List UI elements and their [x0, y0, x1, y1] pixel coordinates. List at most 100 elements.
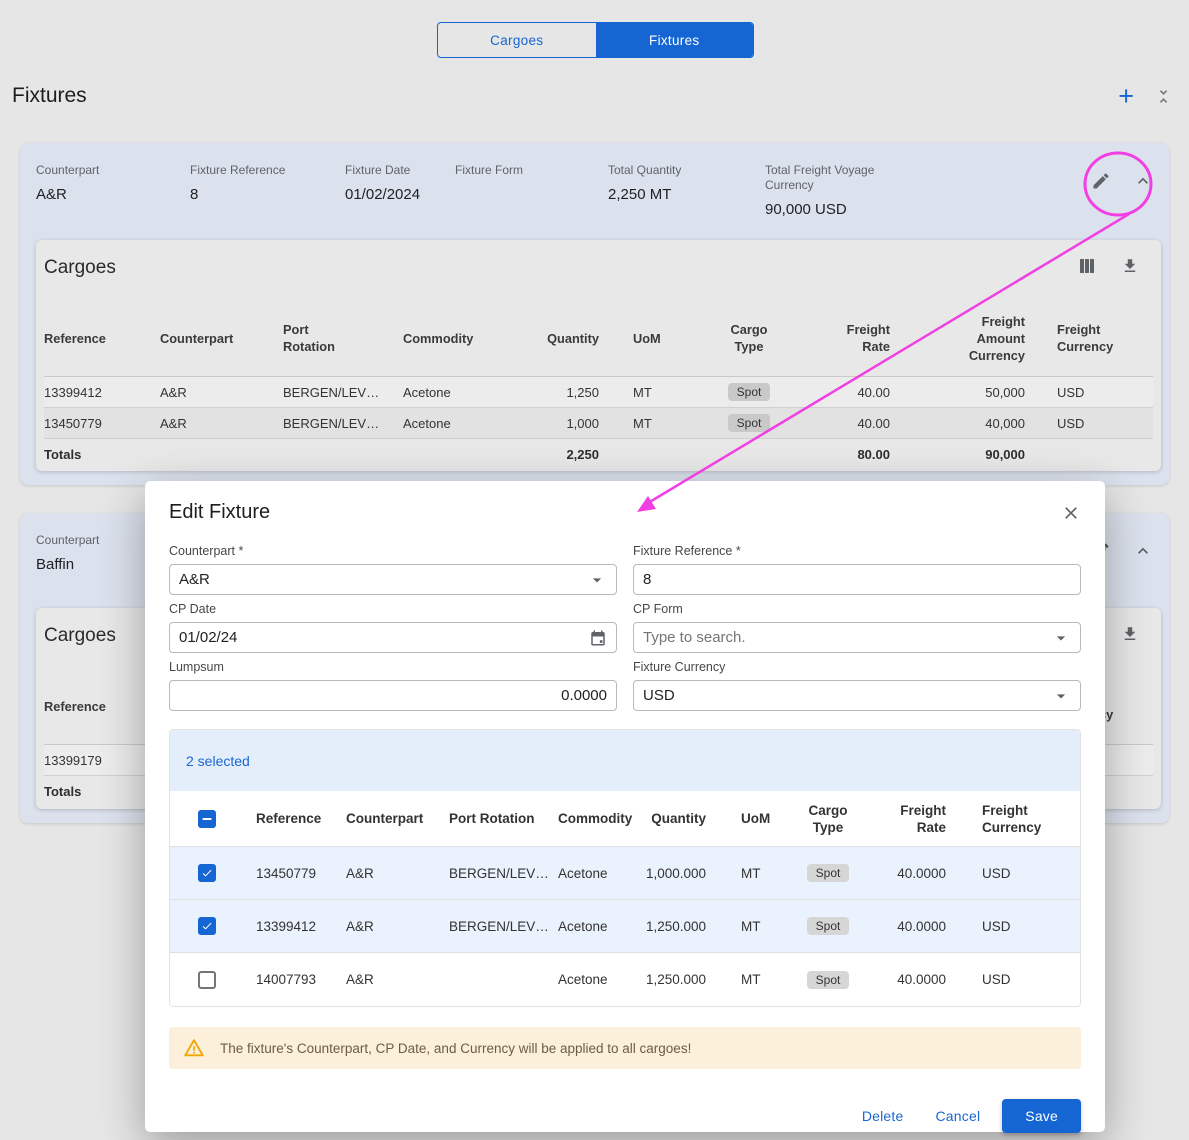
calendar-icon[interactable] [589, 629, 607, 647]
field-label: Fixture Currency [633, 660, 726, 674]
selected-value: USD [643, 687, 675, 704]
row-checkbox-unchecked[interactable] [198, 970, 216, 989]
close-icon[interactable] [1061, 503, 1081, 523]
cargo-type-badge: Spot [806, 917, 850, 935]
fixture-1-header: Counterpart A&R Fixture Reference 8 Fixt… [20, 143, 1169, 219]
fixture-field-total-quantity: Total Quantity 2,250 MT [608, 163, 765, 219]
chevron-down-icon [1056, 693, 1066, 698]
cell-freight-amount: 50,000 [985, 384, 1025, 400]
col-counterpart: Counterpart [346, 811, 424, 826]
totals-label: Totals [44, 447, 82, 462]
counterpart-select[interactable]: A&R [169, 564, 617, 595]
chevron-down-icon [592, 577, 602, 582]
add-fixture-icon[interactable]: + [1118, 81, 1134, 111]
columns-icon[interactable] [1079, 258, 1095, 274]
picker-row[interactable]: 14007793 A&R Acetone 1,250.000 MT Spot 4… [170, 953, 1080, 1006]
picker-row[interactable]: 13450779 A&R BERGEN/LEV… Acetone 1,000.0… [170, 847, 1080, 900]
col-cargo-type: Cargo Type [808, 802, 848, 835]
col-quantity: Quantity [547, 330, 599, 346]
cell-uom: MT [633, 415, 652, 431]
field-label: Lumpsum [169, 660, 224, 674]
cargoes-table-header: Reference Counterpart Port Rotation Comm… [44, 300, 1153, 377]
tab-fixtures[interactable]: Fixtures [595, 23, 753, 57]
save-button[interactable]: Save [1002, 1099, 1081, 1133]
cell-counterpart: A&R [160, 384, 187, 400]
cell-counterpart: A&R [160, 415, 187, 431]
fixture-1-actions [1091, 171, 1153, 191]
selected-count: 2 selected [186, 752, 250, 769]
cell-freight-currency: USD [982, 972, 1011, 987]
cargoes-title: Cargoes [44, 257, 116, 278]
modal-head: Edit Fixture [169, 501, 1081, 524]
cp-form-combobox[interactable] [633, 622, 1081, 653]
col-freight-currency: Freight Currency [1057, 322, 1114, 354]
col-freight-rate: Freight Rate [900, 802, 946, 835]
field-label: Fixture Reference * [633, 544, 741, 558]
cp-date-field: CP Date 01/02/24 [169, 602, 617, 653]
picker-table-header: Reference Counterpart Port Rotation Comm… [170, 791, 1080, 847]
cell-reference: 13399179 [44, 752, 102, 768]
field-label: Fixture Date [345, 163, 411, 177]
cargo-type-badge: Spot [727, 383, 771, 401]
tab-cargoes[interactable]: Cargoes [438, 23, 596, 57]
cell-freight-currency: USD [982, 918, 1011, 934]
collapse-card-icon[interactable] [1133, 541, 1153, 561]
totals-row: Totals 2,250 80.00 90,000 [44, 439, 1153, 470]
cargo-type-badge: Spot [806, 864, 850, 882]
col-freight-rate: Freight Rate [846, 322, 890, 354]
cell-quantity: 1,000.000 [645, 865, 706, 881]
row-checkbox-checked[interactable] [198, 864, 216, 882]
field-label: Counterpart * [169, 544, 244, 558]
download-icon[interactable] [1121, 257, 1139, 275]
checkbox-cell [170, 970, 256, 989]
table-row[interactable]: 13450779 A&R BERGEN/LEV… Acetone 1,000 M… [44, 408, 1153, 439]
cell-reference: 13450779 [44, 415, 102, 431]
row-checkbox-checked[interactable] [198, 917, 216, 935]
totals-quantity: 2,250 [566, 447, 599, 462]
field-label: CP Date [169, 602, 217, 616]
warning-banner: The fixture's Counterpart, CP Date, and … [169, 1027, 1081, 1069]
cargo-type-badge: Spot [727, 414, 771, 432]
col-reference: Reference [44, 330, 106, 346]
field-label: Counterpart [36, 533, 100, 547]
cell-counterpart: A&R [346, 918, 374, 934]
cell-freight-currency: USD [1057, 384, 1085, 400]
delete-button[interactable]: Delete [852, 1100, 914, 1132]
cell-commodity: Acetone [558, 972, 608, 987]
page-title: Fixtures [12, 84, 87, 107]
edit-fixture-icon[interactable] [1091, 171, 1111, 191]
col-freight-amount-currency: Freight Amount Currency [968, 313, 1025, 363]
field-value: Baffin [36, 556, 75, 573]
lumpsum-input[interactable] [169, 680, 617, 711]
cell-quantity: 1,250 [566, 384, 599, 400]
table-row[interactable]: 13399412 A&R BERGEN/LEV… Acetone 1,250 M… [44, 377, 1153, 408]
fixture-field-form: Fixture Form [455, 163, 608, 219]
collapse-all-icon[interactable] [1154, 87, 1173, 106]
col-port-rotation: Port Rotation [283, 322, 335, 354]
fixture-field-reference: Fixture Reference 8 [190, 163, 345, 219]
cell-commodity: Acetone [403, 384, 451, 400]
cp-date-input[interactable]: 01/02/24 [169, 622, 617, 653]
download-icon[interactable] [1121, 625, 1139, 643]
col-freight-currency: Freight Currency [982, 802, 1042, 835]
cell-port-rotation: BERGEN/LEV… [283, 384, 380, 400]
counterpart-field: Counterpart * A&R [169, 544, 617, 595]
select-all-checkbox[interactable] [198, 809, 216, 828]
cargoes-panel-head: Cargoes [36, 240, 1161, 279]
col-uom: UoM [741, 811, 771, 826]
fixture-currency-select[interactable]: USD [633, 680, 1081, 711]
fixture-reference-input[interactable] [633, 564, 1081, 595]
fixture-reference-field: Fixture Reference * [633, 544, 1081, 595]
cargoes-table-1: Reference Counterpart Port Rotation Comm… [44, 300, 1153, 470]
fixture-field-date: Fixture Date 01/02/2024 [345, 163, 455, 219]
cell-cargo-type: Spot [795, 864, 861, 882]
collapse-card-icon[interactable] [1133, 171, 1153, 191]
modal-form: Counterpart * A&R Fixture Reference * CP… [169, 544, 1081, 711]
cell-reference: 13399412 [44, 384, 102, 400]
picker-row[interactable]: 13399412 A&R BERGEN/LEV… Acetone 1,250.0… [170, 900, 1080, 953]
cancel-button[interactable]: Cancel [926, 1100, 991, 1132]
cell-freight-rate: 40.0000 [897, 865, 946, 881]
cp-form-input[interactable] [643, 629, 1051, 646]
cell-counterpart: A&R [346, 972, 374, 987]
